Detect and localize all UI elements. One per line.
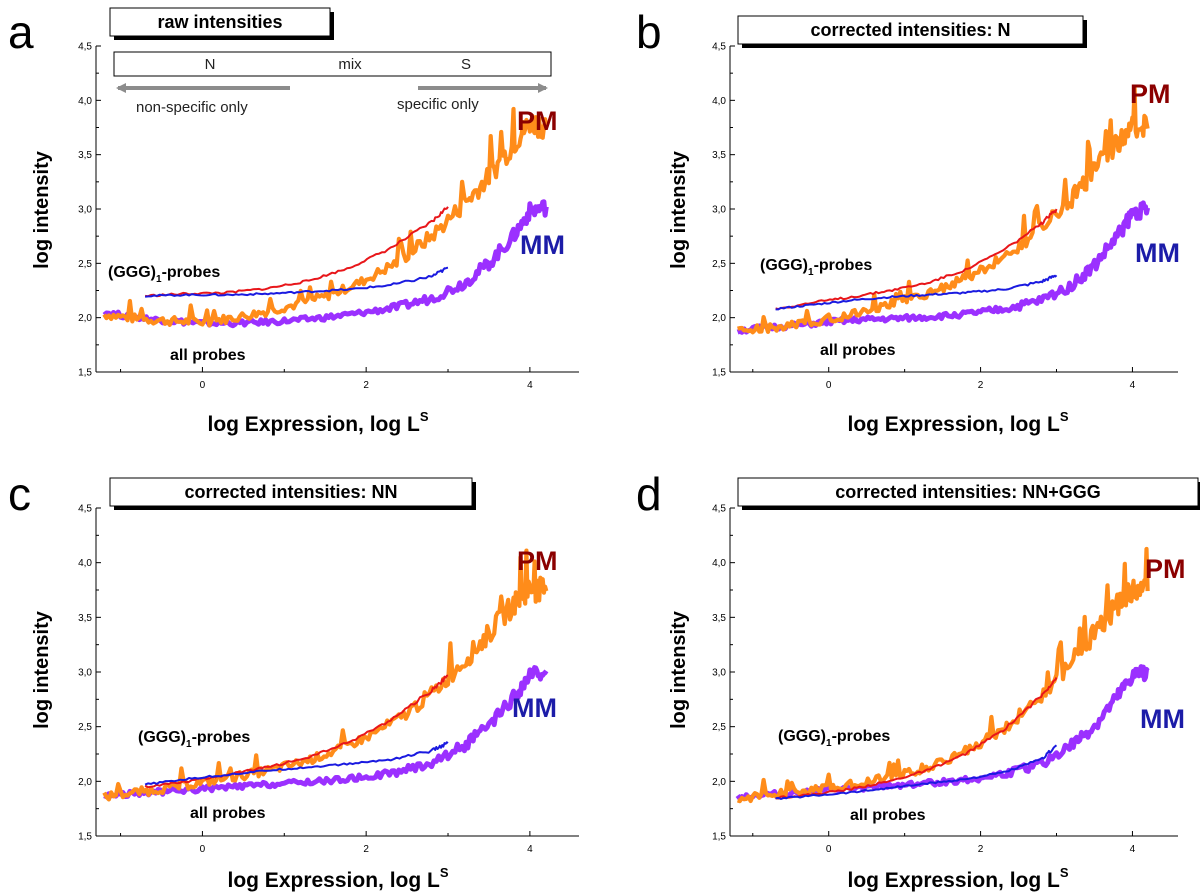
all-probes-label: all probes [190,805,266,822]
y-tick-label: 2,5 [712,722,726,733]
all-probes-label: all probes [850,807,926,824]
y-axis-title: log intensity [31,150,53,269]
title-box [109,7,331,37]
panel-a: a 1,5 2,0 2,5 3,0 3,5 4,0 4,5 0 2 4 raw intensities… [8,6,579,436]
regime-label-s: S [461,56,471,73]
mm-label: MM [1140,704,1185,734]
panel-letter: c [8,468,31,520]
panel-d: d 1,5 2,0 2,5 3,0 3,5 4,0 4,5 0 2 4 corrected inten… [636,468,1200,892]
x-axis-title: log Expression, log LS [227,865,448,892]
x-tick-label: 2 [363,380,369,391]
y-tick-label: 2,5 [712,259,726,270]
series-pm-all-probes-line [102,548,549,802]
y-tick-label: 1,5 [712,368,726,379]
panel-title: corrected intensities: NN+GGG [835,482,1101,502]
x-tick-label: 4 [527,844,533,855]
y-tick-label: 4,5 [712,504,726,515]
x-tick-label: 0 [826,844,832,855]
ggg-probes-label: (GGG)1-probes [138,729,250,750]
y-axis-title: log intensity [668,150,690,269]
y-tick-label: 3,0 [712,668,726,679]
ggg-probes-label: (GGG)1-probes [108,264,220,285]
y-tick-label: 4,0 [78,96,92,107]
panel-letter: a [8,6,34,58]
y-tick-label: 2,5 [78,259,92,270]
y-axis-title: log intensity [31,610,53,729]
x-tick-label: 2 [363,844,369,855]
x-axis-title: log Expression, log LS [847,865,1068,892]
y-tick-label: 2,0 [712,777,726,788]
panel-letter: b [636,6,662,58]
y-tick-label: 3,5 [78,150,92,161]
pm-label: PM [517,546,558,576]
all-probes-label: all probes [170,347,246,364]
x-tick-label: 0 [200,380,206,391]
title-box [109,477,473,507]
y-tick-label: 3,0 [78,205,92,216]
panel-c: c 1,5 2,0 2,5 3,0 3,5 4,0 4,5 0 2 4 corrected inten… [8,468,579,892]
panel-b: b 1,5 2,0 2,5 3,0 3,5 4,0 4,5 0 2 4 corrected inten… [636,6,1180,436]
y-tick-label: 2,0 [78,313,92,324]
non-specific-label: non-specific only [136,99,248,116]
x-tick-label: 2 [978,844,984,855]
y-tick-label: 3,0 [712,205,726,216]
y-tick-label: 3,0 [78,668,92,679]
y-tick-label: 1,5 [78,832,92,843]
y-tick-label: 3,5 [78,613,92,624]
y-tick-label: 4,5 [78,504,92,515]
pm-label: PM [1130,79,1171,109]
y-tick-label: 3,5 [712,150,726,161]
series-pm-ggg-probes-line [775,208,1058,311]
ggg-probes-label: (GGG)1-probes [778,728,890,749]
y-tick-label: 4,5 [712,42,726,53]
series-mm-all-probes-line [103,665,549,800]
mm-label: MM [1135,238,1180,268]
mm-label: MM [512,693,557,723]
y-tick-label: 2,0 [712,313,726,324]
series-pm-ggg-probes-line [775,677,1058,800]
y-tick-label: 4,0 [712,96,726,107]
series-mm-ggg-probes-line [144,266,449,298]
series-mm-ggg-probes-line [775,274,1058,311]
x-tick-label: 4 [1130,380,1136,391]
y-tick-label: 3,5 [712,613,726,624]
regime-label-n: N [205,56,216,73]
pm-label: PM [517,106,558,136]
series-pm-ggg-probes-line [144,206,449,298]
series-pm-all-probes-line [737,85,1150,335]
y-tick-label: 4,5 [78,42,92,53]
y-tick-label: 2,5 [78,722,92,733]
x-tick-label: 0 [200,844,206,855]
ggg-probes-label: (GGG)1-probes [760,257,872,278]
series-mm-ggg-probes-line [775,744,1058,800]
series-pm-all-probes-line [736,546,1150,804]
y-tick-label: 1,5 [712,832,726,843]
title-box [737,477,1199,507]
x-tick-label: 0 [826,380,832,391]
panel-letter: d [636,468,662,520]
mm-label: MM [520,230,565,260]
y-tick-label: 4,0 [712,558,726,569]
x-tick-label: 4 [1130,844,1136,855]
y-tick-label: 4,0 [78,558,92,569]
regime-scale-box [113,51,552,77]
y-tick-label: 1,5 [78,368,92,379]
panel-title: raw intensities [157,12,282,32]
pm-label: PM [1145,554,1186,584]
x-tick-label: 2 [978,380,984,391]
all-probes-label: all probes [820,342,896,359]
panel-title: corrected intensities: NN [184,482,397,502]
y-tick-label: 2,0 [78,777,92,788]
specific-label: specific only [397,96,479,113]
x-axis-title: log Expression, log LS [847,409,1068,436]
panel-title: corrected intensities: N [810,20,1010,40]
regime-label-mix: mix [338,56,362,73]
x-axis-title: log Expression, log LS [207,409,428,436]
x-tick-label: 4 [527,380,533,391]
y-axis-title: log intensity [668,610,690,729]
series-mm-ggg-probes-line [144,741,449,786]
title-box [737,15,1084,45]
